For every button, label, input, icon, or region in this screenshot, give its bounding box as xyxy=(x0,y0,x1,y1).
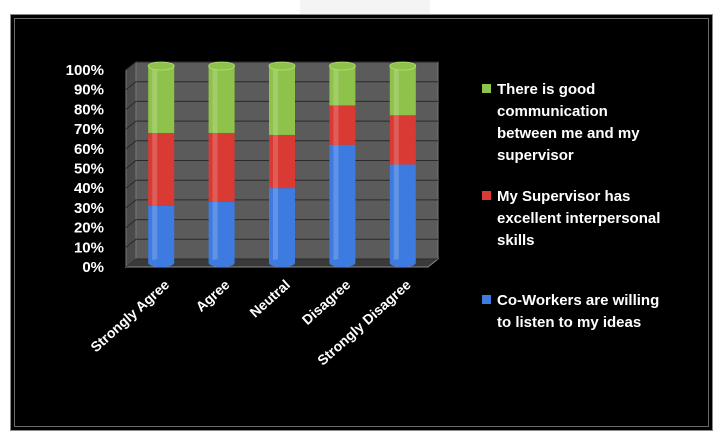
x-category-label: Strongly Agree xyxy=(87,276,172,355)
bar-highlight xyxy=(333,144,339,263)
legend-swatch xyxy=(482,295,491,304)
bar-top-cap xyxy=(268,61,296,71)
bar-top-cap xyxy=(147,61,175,71)
legend-label: Co-Workers are willing xyxy=(497,292,659,309)
bar-bottom-cap xyxy=(389,259,416,267)
y-tick-label: 20% xyxy=(74,220,104,237)
legend-label: communication xyxy=(497,103,608,120)
bar-segment xyxy=(148,205,175,263)
y-tick-label: 10% xyxy=(74,239,104,256)
bar-highlight xyxy=(333,66,339,106)
legend-label: between me and my xyxy=(497,125,640,142)
y-tick-label: 90% xyxy=(74,82,104,99)
bar-bottom-cap xyxy=(329,259,356,267)
bar-segment xyxy=(389,66,416,116)
bar-highlight xyxy=(212,132,218,202)
watermark-shape xyxy=(300,0,430,14)
y-tick-label: 100% xyxy=(66,62,104,79)
bar-segment xyxy=(208,66,235,133)
bar-highlight xyxy=(393,164,399,263)
bar-bottom-cap xyxy=(148,259,175,267)
x-category-label: Disagree xyxy=(299,276,354,328)
legend: There is good communication between me and… xyxy=(482,81,660,331)
bar-highlight xyxy=(393,115,399,165)
bar-segment xyxy=(329,66,356,106)
legend-label: supervisor xyxy=(497,147,574,164)
bars xyxy=(147,61,417,267)
y-tick-label: 30% xyxy=(74,200,104,217)
legend-swatch xyxy=(482,84,491,93)
legend-swatch xyxy=(482,191,491,200)
bar-segment xyxy=(269,134,295,189)
y-tick-label: 40% xyxy=(74,180,104,197)
legend-label: My Supervisor has xyxy=(497,188,630,205)
chart-inner-border xyxy=(14,18,709,427)
x-category-label: Neutral xyxy=(246,276,293,320)
y-tick-label: 70% xyxy=(74,121,104,138)
bar-segment xyxy=(329,144,356,263)
bar-top-cap xyxy=(328,61,356,71)
y-tick-label: 50% xyxy=(74,161,104,178)
y-tick-label: 60% xyxy=(74,141,104,158)
bar-highlight xyxy=(152,205,158,263)
bar-segment xyxy=(208,132,235,202)
legend-label: excellent interpersonal xyxy=(497,210,660,227)
bar-top-cap xyxy=(208,61,236,71)
bar-highlight xyxy=(152,132,158,206)
legend-label: There is good xyxy=(497,81,595,98)
bar-segment xyxy=(148,66,175,133)
bar-top-cap xyxy=(389,61,417,71)
bar-segment xyxy=(329,105,356,145)
legend-label: skills xyxy=(497,232,535,249)
bar-bottom-cap xyxy=(269,259,295,267)
bar-segment xyxy=(208,201,235,263)
bar-highlight xyxy=(212,66,218,133)
bar-bottom-cap xyxy=(208,259,235,267)
bar-highlight xyxy=(273,134,278,189)
bar-segment xyxy=(389,115,416,165)
bar-highlight xyxy=(333,105,339,145)
bar-highlight xyxy=(212,201,218,263)
y-tick-label: 80% xyxy=(74,101,104,118)
legend-label: to listen to my ideas xyxy=(497,314,641,331)
x-axis-categories: Strongly Agree Agree Neutral DisagreeStrong… xyxy=(87,276,414,368)
bar-segment xyxy=(269,188,295,263)
bar-segment xyxy=(269,66,295,135)
y-axis-ticks: 0% 10% 20% 30% 40% 50% 60% 70% 80% 90% 100% xyxy=(66,62,104,276)
bar-highlight xyxy=(393,66,399,116)
bar-highlight xyxy=(152,66,158,133)
bar-highlight xyxy=(273,66,278,135)
y-tick-label: 0% xyxy=(82,259,104,276)
bar-segment xyxy=(389,164,416,263)
x-category-label: Agree xyxy=(192,276,232,315)
bar-highlight xyxy=(273,188,278,263)
bar-segment xyxy=(148,132,175,206)
